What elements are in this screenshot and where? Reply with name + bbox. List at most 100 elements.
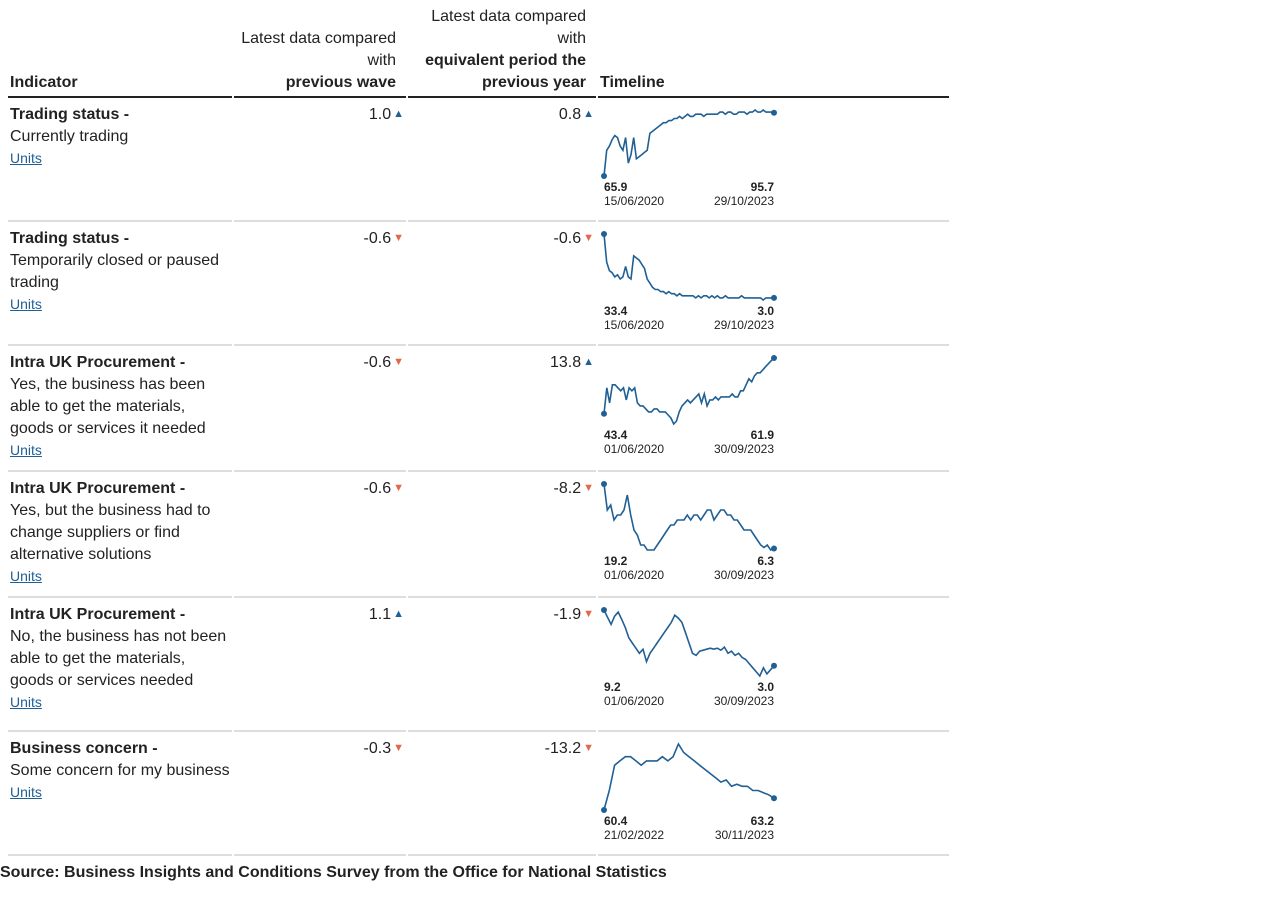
indicator-description: Yes, the business has been able to get t… bbox=[10, 376, 206, 437]
sparkline-start-date: 01/06/2020 bbox=[604, 694, 664, 708]
triangle-down-icon: ▼ bbox=[583, 608, 594, 620]
indicator-cell: Intra UK Procurement - Yes, the business … bbox=[8, 346, 232, 472]
previous-year-value: -0.6 bbox=[553, 230, 582, 247]
triangle-down-icon: ▼ bbox=[583, 742, 594, 754]
table-row: Trading status - Currently trading Units 1.… bbox=[8, 98, 949, 222]
indicator-header-label: Indicator bbox=[10, 74, 78, 91]
previous-year-cell: 13.8 ▲ bbox=[408, 346, 596, 472]
triangle-up-icon: ▲ bbox=[583, 108, 594, 120]
sparkline-start-date: 15/06/2020 bbox=[604, 318, 664, 332]
triangle-up-icon: ▲ bbox=[393, 608, 404, 620]
previous-wave-cell: 1.0 ▲ bbox=[234, 98, 406, 222]
triangle-down-icon: ▼ bbox=[583, 232, 594, 244]
sparkline-series-line bbox=[603, 357, 775, 426]
sparkline: 19.2 6.3 01/06/2020 30/09/2023 bbox=[601, 481, 777, 582]
previous-wave-value: -0.6 bbox=[363, 354, 392, 371]
previous-wave-cell: -0.3 ▼ bbox=[234, 732, 406, 856]
units-link[interactable]: Units bbox=[10, 442, 42, 458]
indicator-cell: Intra UK Procurement - Yes, but the busin… bbox=[8, 472, 232, 598]
units-link[interactable]: Units bbox=[10, 784, 42, 800]
previous-wave-value: -0.3 bbox=[363, 740, 392, 757]
indicator-cell: Trading status - Currently trading Units bbox=[8, 98, 232, 222]
previous-year-cell: -13.2 ▼ bbox=[408, 732, 596, 856]
sparkline-end-marker bbox=[771, 662, 777, 669]
previous-year-header-line1: Latest data compared with bbox=[431, 8, 586, 47]
previous-year-value: -8.2 bbox=[553, 480, 582, 497]
sparkline-start-value: 65.9 bbox=[604, 180, 628, 194]
table-row: Trading status - Temporarily closed or pa… bbox=[8, 222, 949, 346]
previous-year-value: -1.9 bbox=[553, 606, 582, 623]
units-link[interactable]: Units bbox=[10, 568, 42, 584]
triangle-up-icon: ▲ bbox=[583, 356, 594, 368]
timeline-header-label: Timeline bbox=[600, 74, 665, 91]
previous-year-cell: 0.8 ▲ bbox=[408, 98, 596, 222]
sparkline-end-date: 30/11/2023 bbox=[715, 828, 774, 842]
sparkline-start-date: 01/06/2020 bbox=[604, 568, 664, 582]
indicator-description: No, the business has not been able to ge… bbox=[10, 628, 227, 689]
sparkline-start-marker bbox=[601, 807, 607, 813]
previous-year-value: 13.8 bbox=[549, 354, 582, 371]
sparkline-start-value: 43.4 bbox=[604, 428, 628, 442]
sparkline-end-value: 95.7 bbox=[751, 180, 775, 194]
source-note: Source: Business Insights and Conditions… bbox=[0, 864, 667, 881]
sparkline-start-date: 21/02/2022 bbox=[604, 828, 664, 842]
timeline-column-header: Timeline bbox=[598, 0, 949, 98]
triangle-down-icon: ▼ bbox=[583, 482, 594, 494]
sparkline-start-value: 33.4 bbox=[604, 304, 628, 318]
indicator-title: Intra UK Procurement - bbox=[10, 606, 186, 623]
timeline-cell: 19.2 6.3 01/06/2020 30/09/2023 bbox=[598, 472, 949, 598]
triangle-down-icon: ▼ bbox=[393, 232, 404, 244]
sparkline-start-marker bbox=[601, 481, 607, 487]
previous-wave-header-line2: previous wave bbox=[285, 74, 396, 91]
sparkline-start-marker bbox=[601, 231, 607, 237]
sparkline-start-marker bbox=[601, 410, 607, 417]
sparkline-end-date: 30/09/2023 bbox=[714, 442, 774, 456]
triangle-down-icon: ▼ bbox=[393, 742, 404, 754]
sparkline-start-value: 19.2 bbox=[604, 554, 628, 568]
previous-year-value: 0.8 bbox=[558, 106, 582, 123]
previous-wave-cell: 1.1 ▲ bbox=[234, 598, 406, 732]
previous-wave-cell: -0.6 ▼ bbox=[234, 222, 406, 346]
indicator-title: Intra UK Procurement - bbox=[10, 354, 186, 371]
indicator-description: Yes, but the business had to change supp… bbox=[10, 502, 211, 563]
triangle-down-icon: ▼ bbox=[393, 482, 404, 494]
table-row: Business concern - Some concern for my bu… bbox=[8, 732, 949, 856]
previous-wave-cell: -0.6 ▼ bbox=[234, 346, 406, 472]
indicator-cell: Intra UK Procurement - No, the business h… bbox=[8, 598, 232, 732]
sparkline-start-marker bbox=[601, 173, 607, 179]
indicator-title: Intra UK Procurement - bbox=[10, 480, 186, 497]
sparkline-start-marker bbox=[601, 607, 607, 613]
sparkline-end-value: 3.0 bbox=[757, 680, 774, 694]
sparkline-series-line bbox=[603, 108, 775, 177]
indicator-title: Trading status - bbox=[10, 106, 130, 123]
previous-year-cell: -1.9 ▼ bbox=[408, 598, 596, 732]
sparkline: 9.2 3.0 01/06/2020 30/09/2023 bbox=[601, 607, 777, 708]
table-row: Intra UK Procurement - Yes, but the busin… bbox=[8, 472, 949, 598]
previous-year-value: -13.2 bbox=[544, 740, 582, 757]
previous-year-cell: -0.6 ▼ bbox=[408, 222, 596, 346]
indicator-description: Temporarily closed or paused trading bbox=[10, 252, 219, 291]
indicator-cell: Business concern - Some concern for my bu… bbox=[8, 732, 232, 856]
sparkline-end-value: 61.9 bbox=[751, 428, 775, 442]
indicator-cell: Trading status - Temporarily closed or pa… bbox=[8, 222, 232, 346]
units-link[interactable]: Units bbox=[10, 296, 42, 312]
sparkline-end-marker bbox=[771, 795, 777, 802]
table-row: Intra UK Procurement - No, the business h… bbox=[8, 598, 949, 732]
sparkline-series-line bbox=[603, 609, 775, 678]
sparkline-start-value: 60.4 bbox=[604, 814, 628, 828]
timeline-cell: 9.2 3.0 01/06/2020 30/09/2023 bbox=[598, 598, 949, 732]
previous-wave-value: 1.1 bbox=[368, 606, 392, 623]
sparkline: 60.4 63.2 21/02/2022 30/11/2023 bbox=[601, 742, 777, 842]
sparkline-end-value: 3.0 bbox=[757, 304, 774, 318]
sparkline-series-line bbox=[603, 233, 774, 302]
units-link[interactable]: Units bbox=[10, 694, 42, 710]
sparkline-series-line bbox=[603, 483, 775, 552]
sparkline: 43.4 61.9 01/06/2020 30/09/2023 bbox=[601, 355, 777, 456]
previous-year-header-line2: equivalent period the previous year bbox=[425, 52, 586, 91]
units-link[interactable]: Units bbox=[10, 150, 42, 166]
previous-wave-header-line1: Latest data compared with bbox=[241, 30, 396, 69]
sparkline-end-marker bbox=[771, 545, 777, 552]
previous-wave-cell: -0.6 ▼ bbox=[234, 472, 406, 598]
indicator-rows: Trading status - Currently trading Units 1.… bbox=[8, 98, 949, 856]
sparkline: 33.4 3.0 15/06/2020 29/10/2023 bbox=[601, 231, 777, 332]
